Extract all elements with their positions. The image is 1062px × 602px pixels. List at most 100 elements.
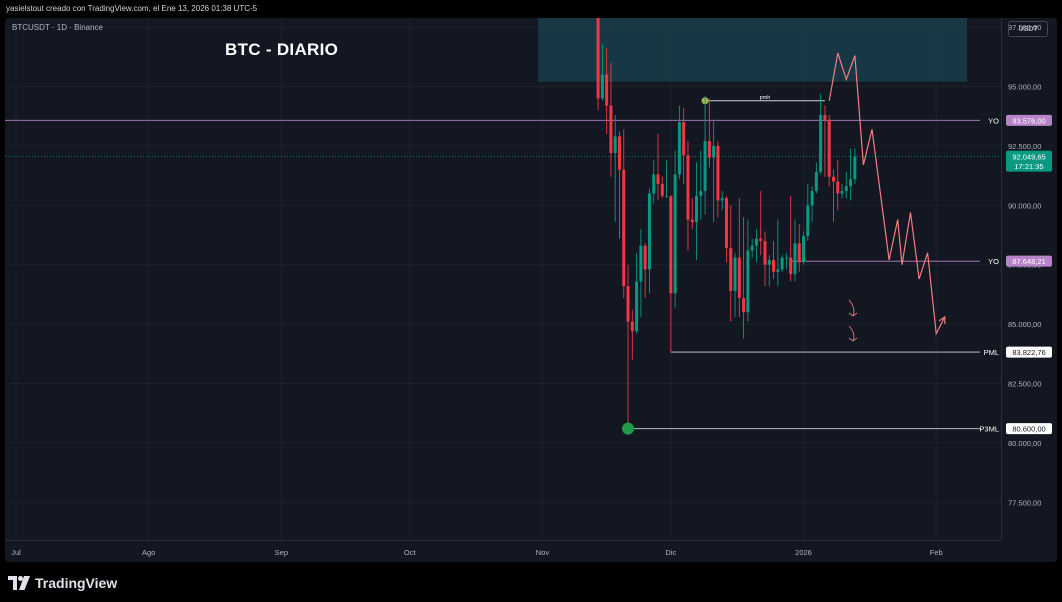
x-tick-label: Ago — [142, 548, 155, 557]
x-tick-label: Oct — [404, 548, 417, 557]
projection-arrowhead — [938, 315, 946, 325]
tradingview-branding[interactable]: TradingView — [8, 572, 117, 594]
level-price-tag-text: 80.600,00 — [1012, 425, 1045, 434]
y-tick-label: 92.500,00 — [1008, 142, 1041, 151]
candle-body — [673, 174, 677, 294]
attribution-text: yasielstout creado con TradingView.com, … — [6, 4, 258, 13]
candlestick-chart[interactable]: FVG-MpmhATHYOYOPMLP3ML77.500,0080.000,00… — [5, 18, 1057, 562]
candle-body — [763, 240, 767, 265]
candle-body — [720, 198, 724, 201]
down-arrow-annotation — [848, 325, 858, 342]
range-line-label: pmh — [760, 95, 771, 101]
candle-body — [617, 136, 621, 170]
candle-body — [596, 18, 600, 99]
x-tick-label: Feb — [930, 548, 943, 557]
candle-body — [626, 286, 630, 322]
candle-body — [814, 172, 818, 192]
current-price-tag-bg — [1006, 150, 1052, 172]
chart-title: BTC - DIARIO — [225, 40, 339, 59]
low-marker — [622, 422, 635, 435]
level-price-tag-text: 93.576,00 — [1012, 116, 1045, 125]
candle-body — [767, 259, 771, 265]
candle-body — [853, 156, 857, 180]
candle-body — [840, 191, 844, 194]
candle-body — [746, 250, 750, 313]
candle-body — [682, 122, 686, 156]
candle-body — [784, 257, 788, 259]
candle-body — [733, 257, 737, 291]
chart-panel[interactable]: FVG-MpmhATHYOYOPMLP3ML77.500,0080.000,00… — [5, 18, 1057, 562]
level-price-tag-bg — [1006, 423, 1052, 435]
projection-path — [828, 53, 946, 336]
x-tick-label: Jul — [11, 548, 21, 557]
candle-body — [600, 74, 604, 99]
symbol-label: BTCUSDT · 1D · Binance — [12, 23, 103, 32]
candle-body — [677, 122, 681, 175]
candle-body — [797, 243, 801, 263]
candle-body — [647, 193, 651, 270]
y-tick-label: 77.500,00 — [1008, 498, 1041, 507]
level-price-tag-bg — [1006, 255, 1052, 267]
candle-body — [652, 174, 656, 194]
candle-body — [750, 245, 754, 251]
candle-body — [703, 141, 707, 192]
candle-body — [605, 74, 609, 106]
candle-body — [712, 145, 716, 158]
candle-body — [639, 245, 643, 282]
candle-body — [707, 141, 711, 158]
candle-body — [772, 259, 776, 272]
candle-body — [849, 179, 853, 187]
candle-body — [686, 155, 690, 220]
tradingview-brand-text: TradingView — [35, 575, 118, 591]
candle-body — [695, 195, 699, 222]
y-tick-label: 85.000,00 — [1008, 320, 1041, 329]
candle-body — [819, 115, 823, 173]
candle-body — [810, 191, 814, 206]
candle-body — [831, 176, 835, 182]
gridlines — [5, 18, 1001, 540]
candle-body — [699, 191, 703, 196]
level-line-label: PML — [984, 348, 999, 357]
candle-body — [613, 136, 617, 154]
y-tick-label: 80.000,00 — [1008, 439, 1041, 448]
candle-body — [622, 169, 626, 287]
candle-body — [802, 236, 806, 263]
candle-body — [737, 257, 741, 298]
currency-button[interactable]: USDT — [1008, 21, 1048, 37]
candle-body — [609, 105, 613, 154]
x-tick-label: Sep — [275, 548, 288, 557]
candle-countdown-text: 17:21:35 — [1014, 162, 1043, 171]
candle-body — [656, 174, 660, 184]
candle-body — [635, 281, 639, 332]
level-line-label: P3ML — [979, 425, 999, 434]
level-price-tag-text: 87.648,21 — [1012, 257, 1045, 266]
fvg-zone — [538, 18, 967, 82]
candle-body — [793, 243, 797, 275]
x-tick-label: Nov — [536, 548, 550, 557]
candle-body — [759, 238, 763, 241]
y-tick-label: 95.000,00 — [1008, 83, 1041, 92]
candle-body — [690, 219, 694, 222]
x-tick-label: Dic — [665, 548, 676, 557]
candle-body — [729, 248, 733, 291]
tradingview-logo-icon — [8, 576, 30, 590]
candle-body — [660, 183, 664, 196]
candle-body — [665, 195, 669, 197]
level-price-tag-bg — [1006, 114, 1052, 126]
candle-body — [724, 198, 728, 249]
candle-body — [780, 257, 784, 270]
level-line-label: YO — [988, 257, 999, 266]
candle-body — [630, 321, 634, 332]
candle-body — [789, 257, 793, 275]
candle-body — [716, 145, 720, 201]
level-price-tag-bg — [1006, 346, 1052, 358]
candle-body — [643, 245, 647, 270]
candle-body — [754, 238, 758, 246]
level-line-label: YO — [988, 116, 999, 125]
candle-body — [823, 115, 827, 120]
y-tick-label: 90.000,00 — [1008, 201, 1041, 210]
x-tick-label: 2026 — [795, 548, 812, 557]
y-tick-label: 82.500,00 — [1008, 380, 1041, 389]
candle-body — [827, 119, 831, 177]
candle-body — [806, 205, 810, 237]
